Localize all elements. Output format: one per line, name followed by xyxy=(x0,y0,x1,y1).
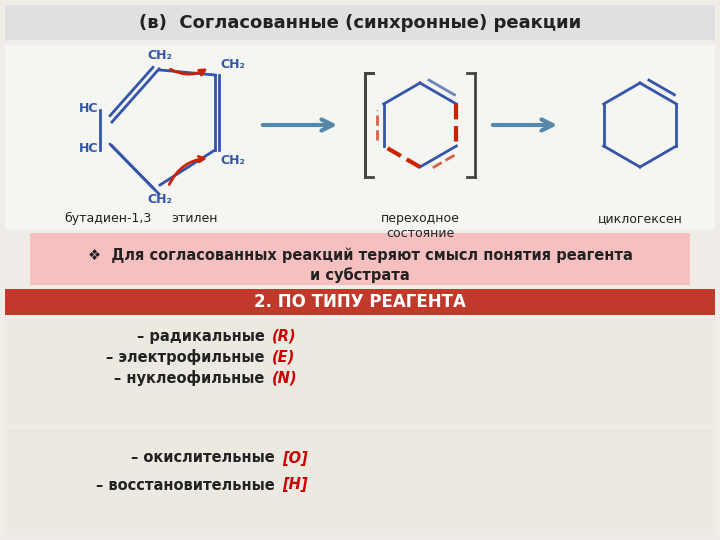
Text: [O]: [O] xyxy=(282,450,307,465)
Text: – радикальные: – радикальные xyxy=(137,328,270,343)
Text: – электрофильные: – электрофильные xyxy=(107,349,270,365)
Text: CH₂: CH₂ xyxy=(220,58,245,71)
Text: (R): (R) xyxy=(272,328,297,343)
Text: – восстановительные: – восстановительные xyxy=(96,477,280,492)
Text: бутадиен-1,3: бутадиен-1,3 xyxy=(64,212,152,225)
Text: (E): (E) xyxy=(272,349,295,364)
Text: циклогексен: циклогексен xyxy=(598,212,683,225)
FancyBboxPatch shape xyxy=(5,429,715,535)
FancyBboxPatch shape xyxy=(5,45,715,230)
Text: переходное
состояние: переходное состояние xyxy=(381,212,459,240)
FancyBboxPatch shape xyxy=(5,319,715,425)
Text: [H]: [H] xyxy=(282,477,307,492)
Text: – окислительные: – окислительные xyxy=(131,450,280,465)
Text: 2. ПО ТИПУ РЕАГЕНТА: 2. ПО ТИПУ РЕАГЕНТА xyxy=(254,293,466,311)
Text: ❖  Для согласованных реакций теряют смысл понятия реагента: ❖ Для согласованных реакций теряют смысл… xyxy=(88,247,632,263)
FancyBboxPatch shape xyxy=(30,233,690,285)
FancyBboxPatch shape xyxy=(5,5,715,40)
FancyBboxPatch shape xyxy=(5,289,715,315)
Text: и субстрата: и субстрата xyxy=(310,267,410,283)
Text: CH₂: CH₂ xyxy=(148,193,172,206)
Text: CH₂: CH₂ xyxy=(220,154,245,167)
Text: этилен: этилен xyxy=(172,212,218,225)
Text: CH₂: CH₂ xyxy=(148,49,172,62)
Text: – нуклеофильные: – нуклеофильные xyxy=(114,370,270,386)
Text: (N): (N) xyxy=(272,370,297,386)
Text: HC: HC xyxy=(78,102,98,114)
Text: (в)  Согласованные (синхронные) реакции: (в) Согласованные (синхронные) реакции xyxy=(139,14,581,32)
Text: HC: HC xyxy=(78,141,98,154)
